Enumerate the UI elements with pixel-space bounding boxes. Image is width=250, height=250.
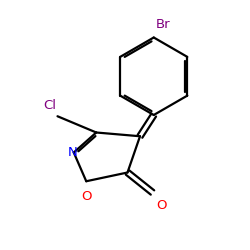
Text: O: O (156, 199, 167, 212)
Text: N: N (68, 146, 78, 159)
Text: O: O (81, 190, 92, 203)
Text: Cl: Cl (43, 99, 56, 112)
Text: Br: Br (156, 18, 170, 30)
